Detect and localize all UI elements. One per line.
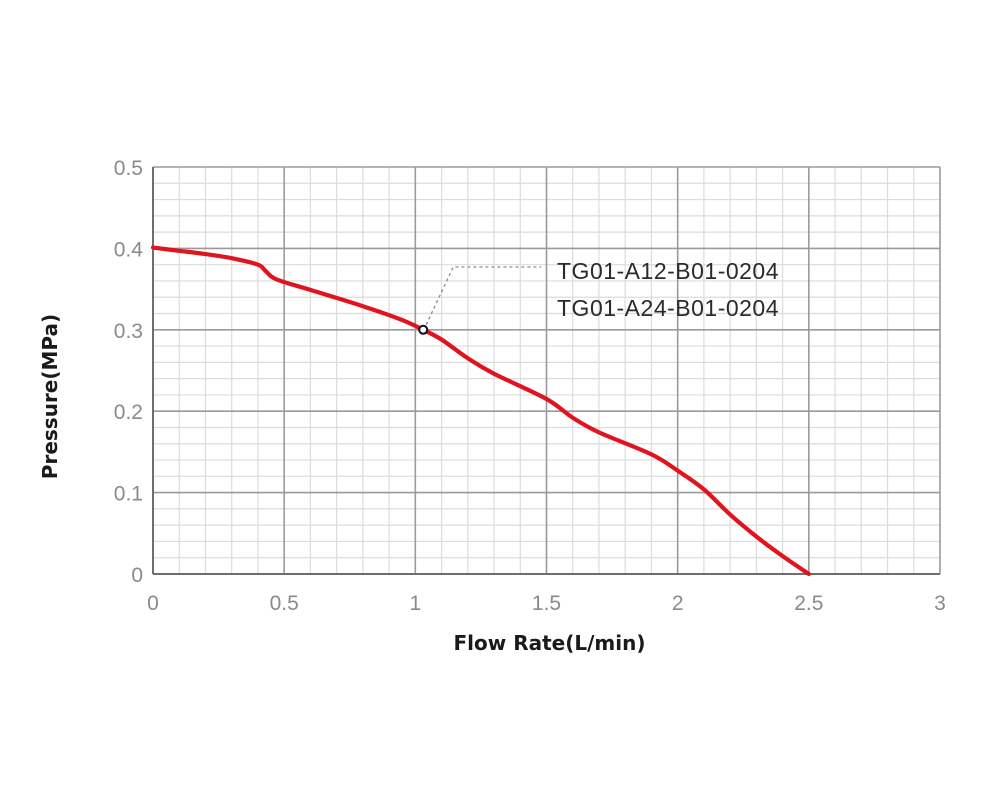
annotation-label-1: TG01-A12-B01-0204 — [557, 258, 779, 284]
y-tick-labels: 0 0.1 0.2 0.3 0.4 0.5 — [114, 157, 144, 587]
series-group — [150, 245, 811, 577]
y-tick-label: 0.1 — [114, 483, 143, 506]
x-tick-label: 2.5 — [794, 592, 823, 615]
y-tick-label: 0.4 — [114, 238, 144, 261]
x-tick-labels: 0 0.5 1 1.5 2 2.5 3 — [147, 592, 946, 615]
x-axis-label: Flow Rate(L/min) — [454, 631, 646, 655]
x-tick-label: 0.5 — [270, 592, 299, 615]
x-tick-label: 2 — [672, 592, 684, 615]
y-tick-label: 0.5 — [114, 157, 143, 180]
annotation-leader-line — [425, 266, 542, 326]
series-line — [150, 245, 811, 577]
annotation-label-2: TG01-A24-B01-0204 — [557, 295, 779, 321]
annotation-group: TG01-A12-B01-0204 TG01-A24-B01-0204 — [418, 258, 779, 335]
y-tick-label: 0.2 — [114, 401, 143, 424]
x-tick-label: 1 — [409, 592, 421, 615]
y-axis-label: Pressure(MPa) — [38, 314, 62, 479]
x-tick-label: 0 — [147, 592, 159, 615]
y-tick-label: 0.3 — [114, 320, 143, 343]
major-grid — [152, 166, 941, 575]
y-tick-label: 0 — [131, 564, 143, 587]
annotation-marker — [418, 324, 429, 335]
x-tick-label: 1.5 — [532, 592, 561, 615]
x-tick-label: 3 — [934, 592, 946, 615]
